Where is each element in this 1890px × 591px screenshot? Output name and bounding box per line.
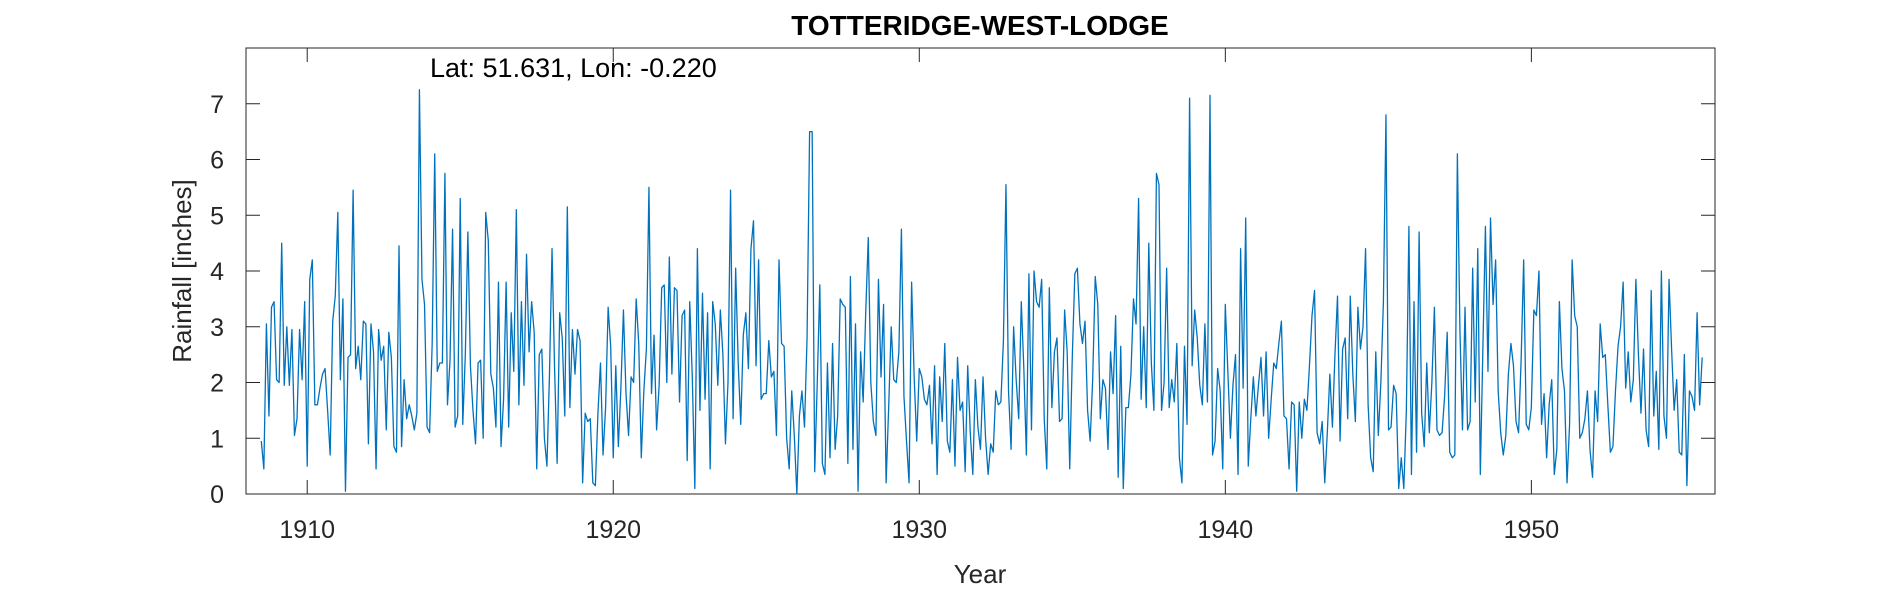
axis-ticks <box>246 48 1715 495</box>
y-tick-label: 7 <box>210 91 224 119</box>
y-tick-label: 2 <box>210 370 224 398</box>
y-tick-label: 5 <box>210 202 224 230</box>
x-tick-label: 1920 <box>585 516 641 544</box>
tick-labels: 1910 1920 1930 1940 1950 0 1 2 3 4 5 6 7 <box>210 91 1559 544</box>
x-tick-label: 1950 <box>1504 516 1560 544</box>
x-axis-label: Year <box>954 559 1007 589</box>
y-tick-label: 0 <box>210 481 224 509</box>
y-tick-label: 3 <box>210 314 224 342</box>
rainfall-series-line <box>260 89 1703 495</box>
x-tick-label: 1910 <box>279 516 335 544</box>
x-tick-label: 1930 <box>891 516 947 544</box>
x-tick-label: 1940 <box>1198 516 1254 544</box>
y-axis-label: Rainfall [inches] <box>167 179 197 363</box>
y-tick-label: 6 <box>210 147 224 175</box>
y-tick-label: 4 <box>210 258 224 286</box>
y-tick-label: 1 <box>210 425 224 453</box>
station-annotation: Lat: 51.631, Lon: -0.220 <box>430 53 717 83</box>
chart-title: TOTTERIDGE-WEST-LODGE <box>791 10 1168 41</box>
